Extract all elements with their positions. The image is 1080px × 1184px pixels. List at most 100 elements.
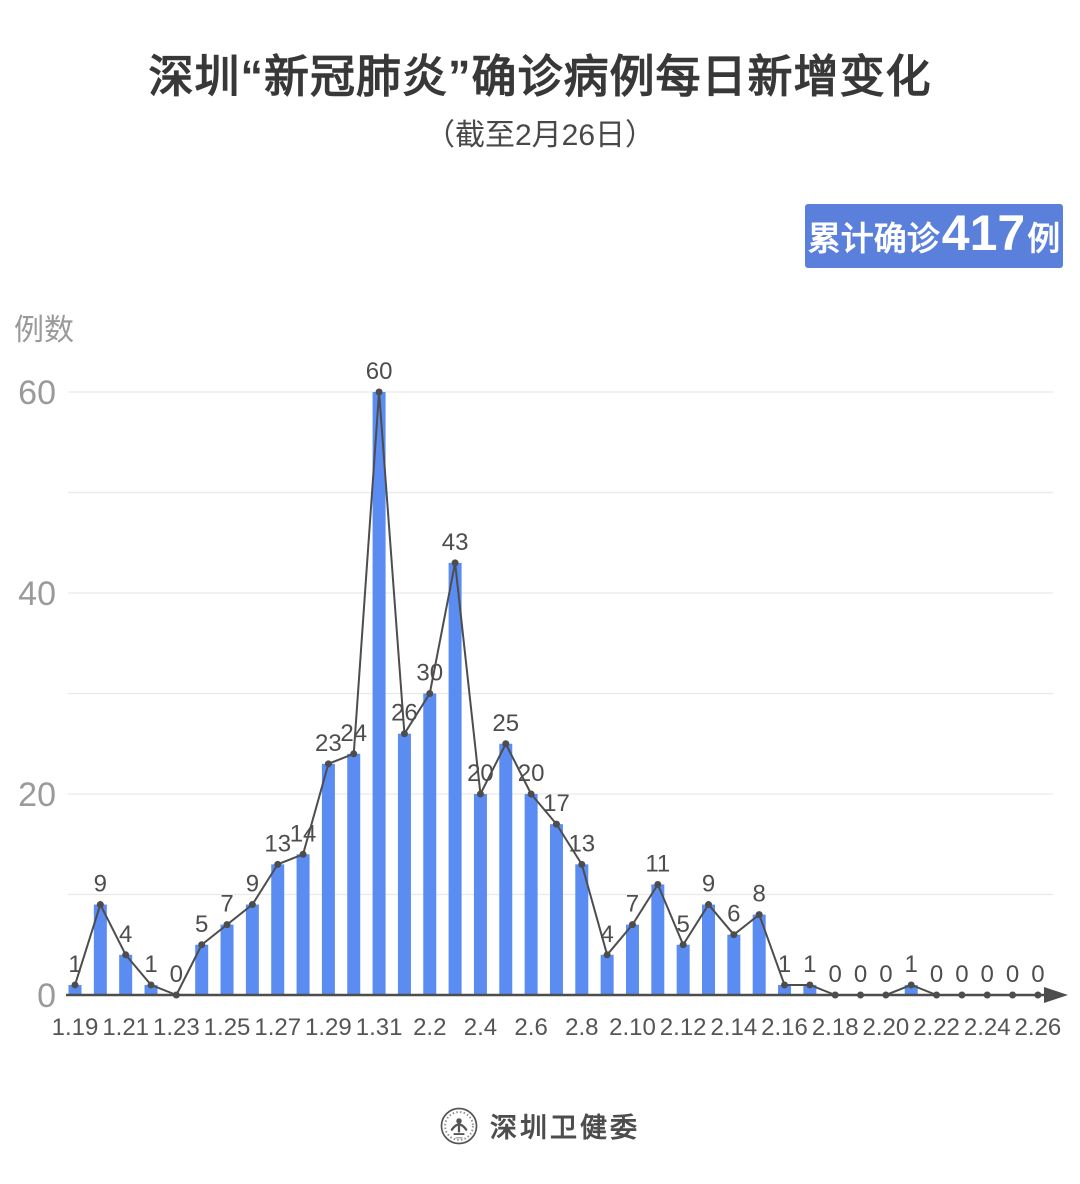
x-tick-label: 1.21 xyxy=(102,1014,149,1041)
value-label: 13 xyxy=(264,830,291,857)
y-axis-title: 例数 xyxy=(14,314,74,347)
data-point xyxy=(122,951,130,959)
value-label: 20 xyxy=(518,760,545,787)
data-point xyxy=(603,951,611,959)
value-label: 0 xyxy=(854,961,867,988)
data-point xyxy=(299,850,307,858)
x-tick-label: 2.26 xyxy=(1015,1014,1062,1041)
value-label: 1 xyxy=(905,951,918,978)
x-tick-label: 2.4 xyxy=(464,1014,497,1041)
bar xyxy=(296,854,310,995)
data-point xyxy=(147,981,155,989)
page-subtitle: （截至2月26日） xyxy=(424,119,656,152)
badge-total-value: 417 xyxy=(941,205,1026,261)
data-point xyxy=(831,991,839,999)
bar xyxy=(423,693,437,995)
value-label: 1 xyxy=(144,951,157,978)
value-label: 9 xyxy=(94,871,107,898)
bar xyxy=(600,954,614,995)
value-label: 17 xyxy=(543,790,570,817)
x-tick-label: 2.18 xyxy=(812,1014,859,1041)
bar xyxy=(448,562,462,995)
bar xyxy=(904,984,918,995)
value-label: 24 xyxy=(340,720,367,747)
value-label: 26 xyxy=(391,700,418,727)
data-point xyxy=(806,981,814,989)
data-point xyxy=(426,690,434,697)
data-point xyxy=(198,941,206,949)
value-label: 0 xyxy=(879,961,892,988)
value-label: 5 xyxy=(676,911,689,938)
value-label: 9 xyxy=(702,871,715,898)
value-label: 9 xyxy=(246,871,259,898)
value-label: 1 xyxy=(778,951,791,978)
badge-prefix-label: 累计确诊 xyxy=(807,220,940,257)
value-label: 23 xyxy=(315,730,342,757)
data-point xyxy=(628,921,636,929)
bar xyxy=(195,944,209,995)
bar xyxy=(397,733,411,995)
bar xyxy=(651,884,665,995)
data-point xyxy=(451,559,459,567)
bar xyxy=(727,934,741,995)
x-axis-arrow-icon xyxy=(1044,987,1068,1003)
bar xyxy=(220,924,234,995)
bar xyxy=(271,864,285,995)
data-point xyxy=(755,911,763,919)
value-label: 25 xyxy=(492,710,519,737)
badge-suffix-label: 例 xyxy=(1027,220,1061,257)
data-point xyxy=(907,981,915,989)
data-point xyxy=(350,750,358,758)
x-tick-label: 1.27 xyxy=(254,1014,301,1041)
data-point xyxy=(933,991,941,999)
data-point xyxy=(274,860,282,868)
x-tick-label: 1.29 xyxy=(305,1014,352,1041)
value-label: 20 xyxy=(467,760,494,787)
y-tick-label: 40 xyxy=(18,575,56,613)
bar xyxy=(524,794,538,995)
x-tick-label: 1.25 xyxy=(204,1014,251,1041)
value-label: 0 xyxy=(1031,961,1044,988)
data-point xyxy=(857,991,865,999)
data-point xyxy=(502,740,510,748)
value-label: 6 xyxy=(727,901,740,928)
value-label: 13 xyxy=(568,830,595,857)
bar xyxy=(499,743,513,995)
value-label: 4 xyxy=(600,921,613,948)
x-tick-label: 2.10 xyxy=(609,1014,656,1041)
data-point xyxy=(958,991,966,999)
bar xyxy=(321,763,335,995)
bar xyxy=(549,824,563,995)
data-point xyxy=(679,941,687,949)
footer: 深圳卫健委 xyxy=(0,1106,1080,1145)
data-point xyxy=(172,991,180,999)
value-label: 0 xyxy=(981,961,994,988)
bar xyxy=(245,904,259,995)
value-label: 60 xyxy=(366,358,393,385)
value-label: 0 xyxy=(955,961,968,988)
value-label: 14 xyxy=(290,820,317,847)
data-point xyxy=(476,790,484,798)
value-label: 0 xyxy=(170,961,183,988)
data-point xyxy=(1034,991,1042,999)
value-label: 5 xyxy=(195,911,208,938)
bar xyxy=(752,914,766,995)
x-tick-label: 1.23 xyxy=(153,1014,200,1041)
value-label: 7 xyxy=(220,891,233,918)
data-point xyxy=(223,921,231,929)
data-point xyxy=(552,820,560,828)
data-point xyxy=(324,760,332,768)
data-point xyxy=(400,730,408,738)
data-point xyxy=(71,981,79,989)
x-tick-label: 2.14 xyxy=(710,1014,757,1041)
value-label: 11 xyxy=(645,850,670,877)
value-label: 8 xyxy=(753,881,766,908)
value-label: 7 xyxy=(626,891,639,918)
value-label: 1 xyxy=(803,951,816,978)
value-label: 1 xyxy=(68,951,81,978)
x-tick-label: 2.22 xyxy=(913,1014,960,1041)
bar xyxy=(347,753,361,995)
data-point xyxy=(248,901,256,909)
